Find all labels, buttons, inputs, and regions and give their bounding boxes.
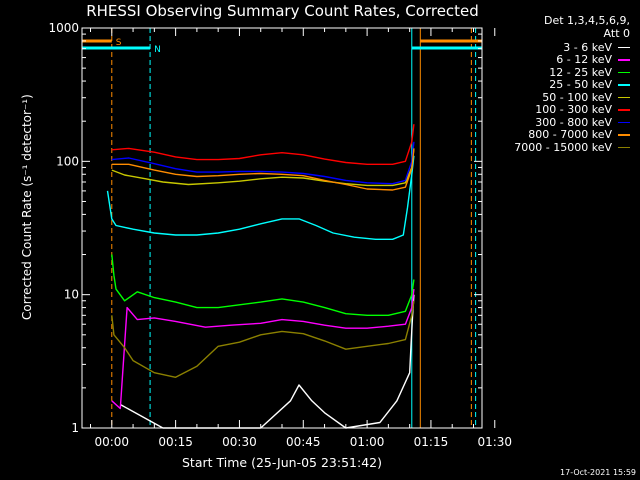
series-layer [106, 124, 415, 429]
series-line-6 [111, 141, 415, 185]
legend-swatch [618, 96, 630, 98]
legend-entry-label: 300 - 800 keV [535, 115, 612, 129]
series-line-3 [106, 155, 415, 241]
series-line-0 [119, 294, 415, 429]
series-line-1 [111, 289, 415, 410]
axis-layer: 1 10 100 1000 00:00 00:15 00:30 00:45 01:00 01:15… [48, 21, 512, 449]
plot-frame [81, 27, 483, 429]
legend-entry-label: 800 - 7000 keV [528, 128, 612, 142]
series-line-4 [111, 148, 415, 187]
legend-entry: 7000 - 15000 keV [514, 141, 630, 154]
x-tick-label: 00:00 [94, 435, 129, 449]
legend-entry: 6 - 12 keV [514, 53, 630, 67]
legend-swatch [618, 84, 630, 86]
legend-entry: 12 - 25 keV [514, 66, 630, 79]
x-tick-label: 01:15 [414, 435, 449, 449]
legend-entry-label: 100 - 300 keV [535, 103, 612, 117]
legend-entry: 25 - 50 keV [514, 78, 630, 92]
legend: 3 - 6 keV 6 - 12 keV 12 - 25 keV 25 - 50 ke… [514, 41, 630, 154]
legend-swatch [618, 46, 630, 48]
legend-entry-label: 6 - 12 keV [556, 53, 612, 67]
legend-swatch [618, 59, 630, 61]
x-tick-label: 01:00 [350, 435, 385, 449]
legend-swatch [618, 146, 630, 148]
legend-header-line-1: Det 1,3,4,5,6,9, [543, 14, 630, 27]
legend-swatch [618, 109, 630, 111]
x-tick-label: 00:15 [158, 435, 193, 449]
y-axis-label: Corrected Count Rate (s⁻¹ detector⁻¹) [20, 94, 34, 320]
legend-entry-label: 50 - 100 keV [542, 90, 612, 104]
legend-swatch [618, 121, 630, 123]
legend-entry: 50 - 100 keV [514, 91, 630, 104]
x-tick-label: 01:30 [477, 435, 512, 449]
legend-swatch [618, 71, 630, 73]
legend-entry-label: 25 - 50 keV [549, 78, 612, 92]
legend-entry: 800 - 7000 keV [514, 128, 630, 142]
x-axis-label: Start Time (25-Jun-05 23:51:42) [182, 455, 382, 470]
x-tick-label: 00:30 [222, 435, 257, 449]
series-line-2 [111, 254, 415, 316]
legend-entry-label: 7000 - 15000 keV [514, 140, 612, 154]
saa-label: S [116, 38, 122, 48]
x-tick-label: 00:45 [286, 435, 321, 449]
marker-layer: SN [82, 28, 482, 428]
legend-header: Det 1,3,4,5,6,9, Att 0 [544, 14, 630, 40]
legend-entry: 100 - 300 keV [514, 103, 630, 117]
legend-entry: 300 - 800 keV [514, 116, 630, 129]
series-line-7 [111, 148, 415, 191]
legend-entry: 3 - 6 keV [514, 41, 630, 54]
chart-title: RHESSI Observing Summary Count Rates, Co… [86, 2, 479, 20]
timestamp: 17-Oct-2021 15:59 [560, 468, 636, 477]
legend-header-line-2: Att 0 [603, 27, 630, 40]
legend-entry-label: 3 - 6 keV [563, 40, 612, 54]
legend-entry-label: 12 - 25 keV [549, 65, 612, 79]
legend-swatch [618, 134, 630, 136]
y-tick-label: 1 [71, 421, 79, 435]
night-label: N [154, 45, 161, 55]
y-tick-label: 10 [64, 288, 79, 302]
series-line-5 [111, 124, 415, 166]
y-tick-label: 1000 [48, 21, 79, 35]
series-line-8 [111, 300, 415, 378]
y-tick-label: 100 [56, 154, 79, 168]
